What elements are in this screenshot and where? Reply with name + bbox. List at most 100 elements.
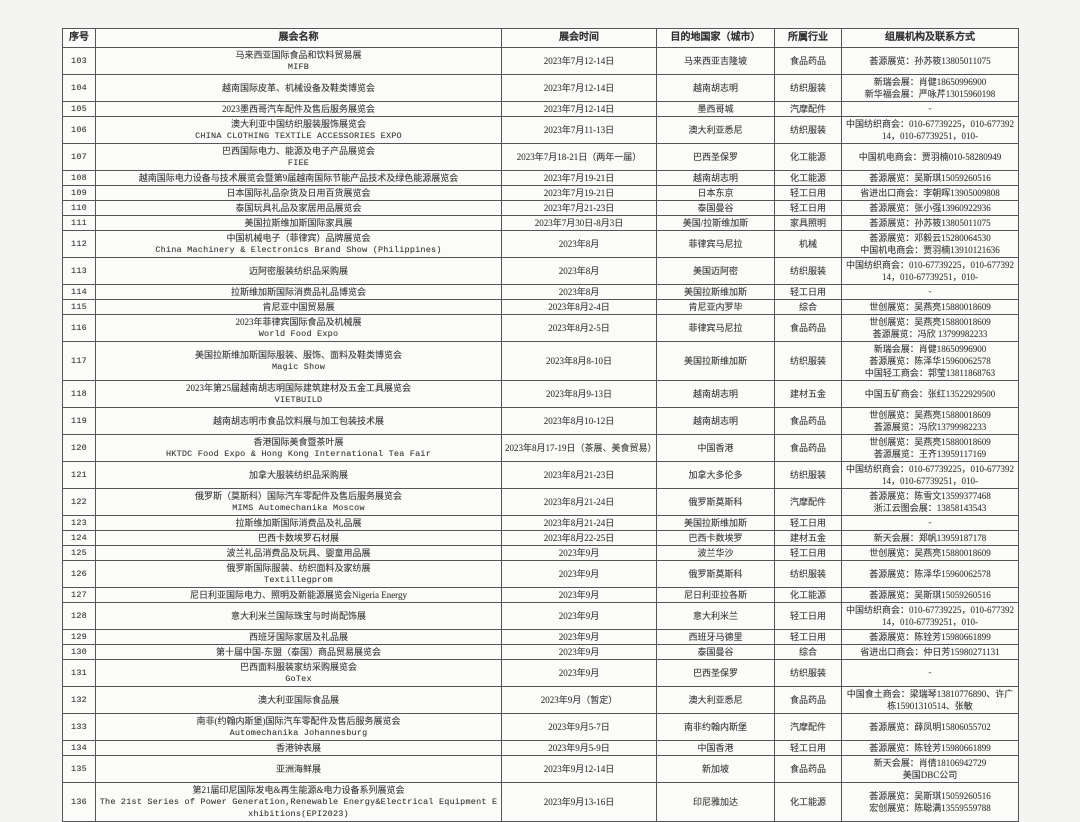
exhibition-name-line: 香港钟表展 bbox=[275, 743, 321, 753]
destination-line: 肯尼亚内罗毕 bbox=[688, 302, 743, 312]
destination: 美国拉斯维加斯 bbox=[656, 515, 775, 531]
destination-line: 俄罗斯莫斯科 bbox=[688, 569, 743, 579]
destination: 中国香港 bbox=[656, 740, 775, 756]
row-number-line: 134 bbox=[71, 743, 87, 753]
exhibition-time-line: 2023年7月18-21日（两年一届） bbox=[516, 152, 642, 162]
exhibition-name: 肯尼亚中国贸易展 bbox=[95, 299, 502, 315]
industry: 轻工日用 bbox=[774, 200, 842, 216]
table-row: 118 2023年第25届越南胡志明国际建筑建材及五金工具展览会 VIETBUILD… bbox=[62, 380, 1019, 408]
destination: 中国香港 bbox=[656, 434, 775, 462]
industry: 轻工日用 bbox=[774, 515, 842, 531]
organizer-contact-line: 荟源展览：吴斯琪15059260516 bbox=[869, 590, 991, 600]
row-number-line: 108 bbox=[71, 173, 87, 183]
exhibition-time: 2023年9月 bbox=[501, 560, 657, 588]
row-number: 111 bbox=[62, 215, 96, 231]
exhibition-name: 巴西卡数埃罗石材展 bbox=[95, 530, 502, 546]
destination: 巴西圣保罗 bbox=[656, 143, 775, 171]
industry: 纺织服装 bbox=[774, 659, 842, 687]
row-number-line: 120 bbox=[71, 443, 87, 453]
row-number-line: 122 bbox=[71, 497, 87, 507]
exhibition-name: 美国拉斯维加斯国际服装、服饰、面料及鞋类博览会 Magic Show bbox=[95, 341, 502, 381]
table-row: 127 尼日利亚国际电力、照明及新能源展览会Nigeria Energy 2023年… bbox=[62, 587, 1019, 603]
row-number-line: 135 bbox=[71, 764, 87, 774]
exhibition-name: 波兰礼品消费品及玩具、婴童用品展 bbox=[95, 545, 502, 561]
destination-line: 澳大利亚悉尼 bbox=[688, 125, 743, 135]
organizer-contact: 荟源展览：吴斯琪15059260516 bbox=[841, 170, 1019, 186]
exhibition-name: 马来西亚国际食品和饮料贸易展 MIFB bbox=[95, 47, 502, 75]
organizer-contact-line: 中国五矿商会：张红13522929500 bbox=[864, 389, 996, 399]
exhibition-time: 2023年9月13-16日 bbox=[501, 782, 657, 822]
exhibition-time-line: 2023年8月9-13日 bbox=[546, 389, 612, 399]
organizer-contact-line: 荟源展览：吴斯琪15059260516 bbox=[869, 173, 991, 183]
table-row: 120 香港国际美食暨茶叶展 HKTDC Food Expo & Hong Kong… bbox=[62, 434, 1019, 462]
organizer-contact: - bbox=[841, 284, 1019, 300]
exhibition-name-line: 2023年菲律宾国际食品及机械展 bbox=[235, 317, 362, 327]
organizer-contact: 新天会展：肖倩18106942729 美国DBC公司 bbox=[841, 755, 1019, 783]
row-number-line: 117 bbox=[71, 356, 87, 366]
organizer-contact: 荟源展览：张小强13960922936 bbox=[841, 200, 1019, 216]
destination-line: 巴西卡数埃罗 bbox=[688, 533, 743, 543]
industry: 食品药品 bbox=[774, 686, 842, 714]
exhibition-name: 越南胡志明市食品饮料展与加工包装技术展 bbox=[95, 407, 502, 435]
destination-line: 中国香港 bbox=[697, 743, 734, 753]
organizer-contact: 荟源展览：陈铨芳15980661899 bbox=[841, 740, 1019, 756]
industry-line: 汽摩配件 bbox=[789, 497, 826, 507]
row-number: 133 bbox=[62, 713, 96, 741]
organizer-contact-line: 荟源展览：薛凤明15806055702 bbox=[869, 722, 991, 732]
organizer-contact-line: - bbox=[927, 668, 933, 678]
organizer-contact-line: - bbox=[927, 287, 933, 297]
exhibition-name-line: FIEE bbox=[287, 158, 310, 168]
exhibition-time: 2023年8月22-25日 bbox=[501, 530, 657, 546]
exhibition-time: 2023年8月21-24日 bbox=[501, 488, 657, 516]
row-number-line: 128 bbox=[71, 611, 87, 621]
organizer-contact: - bbox=[841, 101, 1019, 117]
table-body: 103 马来西亚国际食品和饮料贸易展 MIFB 2023年7月12-14日 马来西亚吉隆… bbox=[62, 47, 1019, 822]
exhibition-name-line: 美国拉斯维加斯国际服装、服饰、面料及鞋类博览会 bbox=[194, 350, 402, 360]
organizer-contact-line: 中国纺织商会：010-67739225，010-67739214，010-677… bbox=[846, 260, 1014, 282]
exhibition-name: 香港钟表展 bbox=[95, 740, 502, 756]
exhibition-name-line: 巴西面料服装家纺采购展览会 bbox=[239, 662, 357, 672]
exhibition-time-line: 2023年7月30日-8月3日 bbox=[534, 218, 624, 228]
exhibition-name: 意大利米兰国际珠宝与时尚配饰展 bbox=[95, 602, 502, 630]
exhibition-time: 2023年9月 bbox=[501, 545, 657, 561]
exhibition-name-line: 中国机械电子（菲律宾）品牌展览会 bbox=[226, 233, 371, 243]
row-number: 123 bbox=[62, 515, 96, 531]
exhibition-name: 澳大利亚中国纺织服装服饰展览会 CHINA CLOTHING TEXTILE AC… bbox=[95, 116, 502, 144]
industry-line: 轻工日用 bbox=[789, 743, 826, 753]
industry-line: 食品药品 bbox=[789, 764, 826, 774]
exhibition-time-line: 2023年7月11-13日 bbox=[543, 125, 615, 135]
organizer-contact-line: 新瑞会展：肖健18650996900 bbox=[873, 344, 987, 354]
exhibition-name-line: 香港国际美食暨茶叶展 bbox=[253, 437, 344, 447]
exhibition-name: 巴西国际电力、能源及电子产品展览会 FIEE bbox=[95, 143, 502, 171]
exhibition-name: 迈阿密服装纺织品采购展 bbox=[95, 257, 502, 285]
industry: 纺织服装 bbox=[774, 257, 842, 285]
exhibition-time: 2023年9月 bbox=[501, 602, 657, 630]
exhibition-time-line: 2023年8月2-5日 bbox=[548, 323, 610, 333]
destination: 肯尼亚内罗毕 bbox=[656, 299, 775, 315]
industry-line: 汽摩配件 bbox=[789, 722, 826, 732]
row-number-line: 127 bbox=[71, 590, 87, 600]
exhibition-name-line: 加拿大服装纺织品采购展 bbox=[248, 470, 348, 480]
destination: 美国拉斯维加斯 bbox=[656, 341, 775, 381]
exhibition-name: 美国拉斯维加斯国际家具展 bbox=[95, 215, 502, 231]
exhibition-name-line: 拉斯维加斯国际消费品礼品博览会 bbox=[230, 287, 366, 297]
exhibition-name: 拉斯维加斯国际消费品礼品博览会 bbox=[95, 284, 502, 300]
organizer-contact-line: 世创展览：吴燕亮15880018609 bbox=[869, 437, 991, 447]
row-number-line: 110 bbox=[71, 203, 87, 213]
table-row: 109 日本国际礼品杂货及日用百货展览会 2023年7月19-21日 日本东京 轻工日用… bbox=[62, 185, 1019, 201]
row-number: 129 bbox=[62, 629, 96, 645]
exhibition-name: 拉斯维加斯国际消费品及礼品展 bbox=[95, 515, 502, 531]
organizer-contact-line: 中国纺织商会：010-67739225，010-67739214，010-677… bbox=[846, 464, 1014, 486]
industry: 纺织服装 bbox=[774, 560, 842, 588]
exhibition-name-line: China Machinery & Electronics Brand Show… bbox=[155, 245, 442, 255]
row-number-line: 129 bbox=[71, 632, 87, 642]
exhibition-name-line: 越南国际皮革、机械设备及鞋类博览会 bbox=[221, 83, 375, 93]
table-row: 128 意大利米兰国际珠宝与时尚配饰展 2023年9月 意大利米兰 轻工日用 中国纺织商会… bbox=[62, 602, 1019, 630]
exhibition-name-line: GoTex bbox=[285, 674, 312, 684]
row-number: 113 bbox=[62, 257, 96, 285]
destination-line: 越南胡志明 bbox=[692, 83, 738, 93]
exhibition-time-line: 2023年9月12-14日 bbox=[543, 764, 615, 774]
destination: 西班牙马德里 bbox=[656, 629, 775, 645]
industry: 综合 bbox=[774, 644, 842, 660]
industry-line: 纺织服装 bbox=[789, 470, 826, 480]
